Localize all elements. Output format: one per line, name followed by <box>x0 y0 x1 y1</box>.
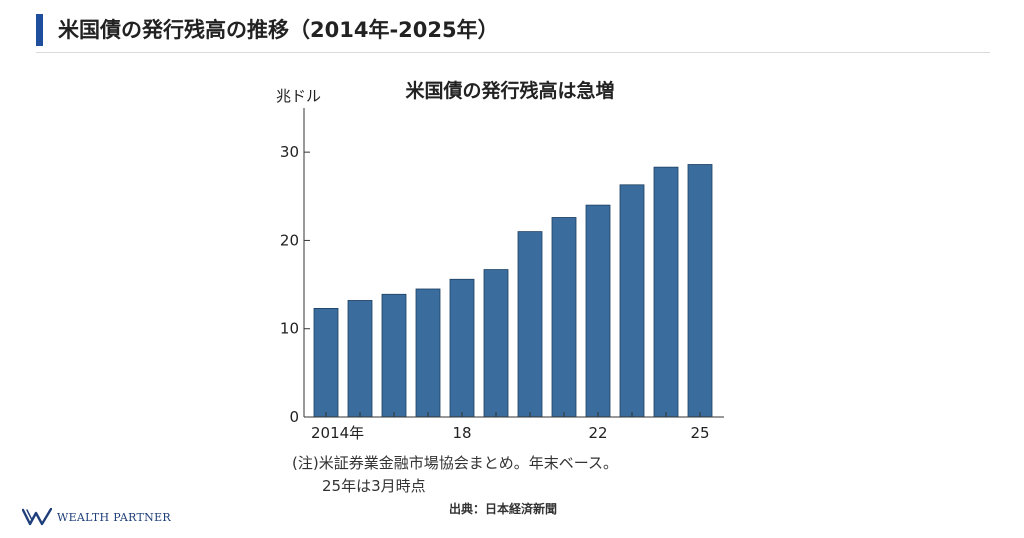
y-tick-label: 30 <box>280 143 299 161</box>
y-axis-label: 兆ドル <box>276 87 321 105</box>
y-tick-label: 0 <box>289 408 299 426</box>
bar <box>483 269 509 418</box>
bar <box>585 204 611 418</box>
chart-title: 米国債の発行残高は急増 <box>405 79 614 102</box>
x-tick-label: 22 <box>588 424 607 442</box>
x-tick-label: 18 <box>452 424 471 442</box>
bar <box>415 288 441 418</box>
bar <box>313 308 339 418</box>
x-tick-label: 2014年 <box>311 424 364 442</box>
logo-text: WEALTH PARTNER <box>57 510 172 524</box>
bar <box>449 278 475 418</box>
bar <box>687 164 713 418</box>
bar <box>653 166 679 418</box>
bar <box>551 217 577 418</box>
bar <box>517 231 543 418</box>
y-tick-label: 10 <box>280 320 299 338</box>
source-credit: 出典：日本経済新聞 <box>449 502 558 516</box>
header-accent-bar <box>36 14 43 46</box>
note-line-1: (注)米証券業金融市場協会まとめ。年末ベース。 <box>292 454 618 472</box>
y-axis: 0 10 20 30 <box>280 108 310 426</box>
wealth-partner-w-icon <box>22 508 52 526</box>
x-tick-label: 25 <box>690 424 709 442</box>
bar <box>381 293 407 418</box>
bars <box>313 164 713 418</box>
bar <box>619 184 645 418</box>
x-axis: 2014年 18 22 25 <box>304 412 724 442</box>
slide-header: 米国債の発行残高の推移（2014年-2025年） <box>36 10 990 53</box>
note-line-2: 25年は3月時点 <box>322 477 426 495</box>
company-logo: WEALTH PARTNER <box>22 506 171 528</box>
chart-note: (注)米証券業金融市場協会まとめ。年末ベース。 25年は3月時点 <box>292 452 618 498</box>
y-tick-label: 20 <box>280 231 299 249</box>
page-title: 米国債の発行残高の推移（2014年-2025年） <box>58 18 499 42</box>
bar-chart: 米国債の発行残高は急増 兆ドル 0 10 20 30 2014年 18 22 25 <box>276 79 724 442</box>
bar <box>347 300 373 418</box>
